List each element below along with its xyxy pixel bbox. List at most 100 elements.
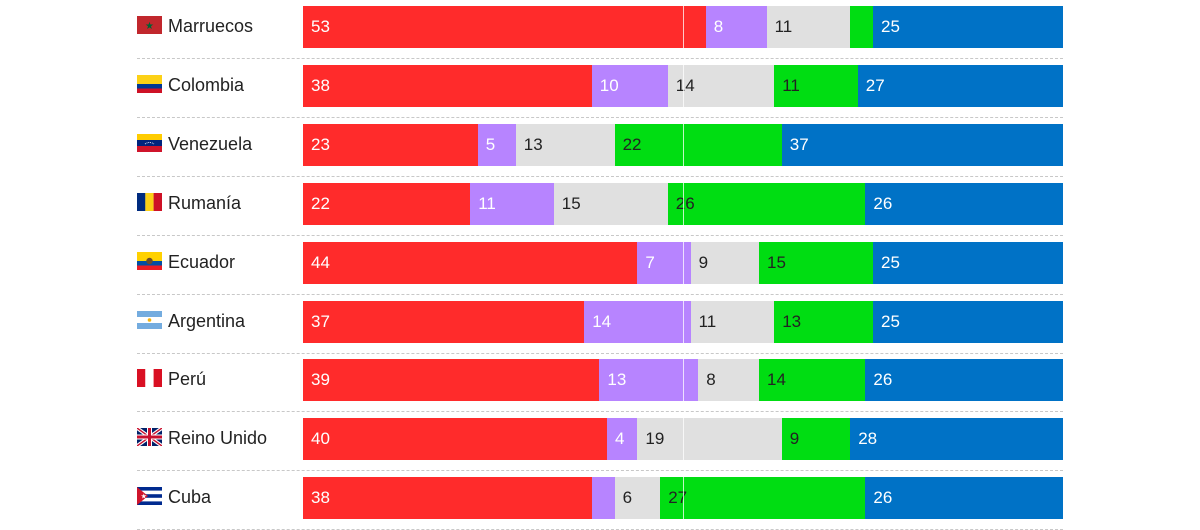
bar-segment: 27 <box>857 64 1063 107</box>
bar-segment <box>591 477 615 520</box>
data-label: 13 <box>523 134 543 154</box>
category-label: Cuba <box>168 487 212 508</box>
bar-segment: 5 <box>477 123 516 166</box>
data-label: 25 <box>881 311 900 331</box>
row-separator <box>137 293 1063 295</box>
bar-segment: 26 <box>865 182 1063 225</box>
data-label: 14 <box>675 75 695 95</box>
category-label: Venezuela <box>168 133 253 154</box>
bar-segment: 19 <box>637 418 782 461</box>
bar-segment: 25 <box>873 6 1063 48</box>
data-label: 40 <box>311 429 330 449</box>
row-separator <box>137 234 1063 236</box>
data-label: 10 <box>599 75 619 95</box>
data-label: 25 <box>881 17 900 36</box>
bar-segment: 14 <box>584 300 691 343</box>
stacked-bar: 38 10 14 11 27 <box>303 64 1063 107</box>
flag-colombia-icon <box>137 74 162 93</box>
data-label: 7 <box>645 252 655 272</box>
data-label: 22 <box>622 134 642 154</box>
data-label: 26 <box>873 488 893 508</box>
data-label: 38 <box>311 75 330 95</box>
bar-segment: 26 <box>667 182 866 225</box>
bar-segment: 13 <box>774 300 873 343</box>
row-separator <box>137 352 1063 354</box>
midpoint-line <box>683 123 684 166</box>
row-separator <box>137 175 1063 177</box>
midpoint-line <box>683 64 684 107</box>
bar-segment: 6 <box>614 477 661 520</box>
category-label: Marruecos <box>168 16 254 36</box>
category-label: Colombia <box>168 74 245 95</box>
bar-segment: 11 <box>774 64 858 107</box>
category-label: Perú <box>168 369 207 390</box>
data-label: 11 <box>698 311 717 331</box>
row-separator <box>137 58 1063 59</box>
category-label: Reino Unido <box>168 428 268 449</box>
bar-segment: 28 <box>850 418 1063 461</box>
data-label: 23 <box>311 134 330 154</box>
data-label: 19 <box>645 429 665 449</box>
data-label: 9 <box>789 429 800 449</box>
data-label: 5 <box>485 134 496 154</box>
midpoint-line <box>683 241 684 284</box>
bar-segment: 22 <box>614 123 782 166</box>
bar-row: Rumanía 22 11 15 26 26 <box>137 177 1063 236</box>
bar-segment: 26 <box>865 359 1063 402</box>
midpoint-line <box>683 6 684 48</box>
flag-morocco-icon: ★ <box>137 16 162 34</box>
data-label: 13 <box>607 370 627 390</box>
bar-segment: 25 <box>873 241 1063 284</box>
data-label: 37 <box>311 311 330 331</box>
stacked-bar: 40 4 19 9 28 <box>303 418 1063 461</box>
data-label: 15 <box>561 193 581 213</box>
svg-text:★: ★ <box>141 493 147 501</box>
stacked-bar: 44 7 9 15 25 <box>303 241 1063 284</box>
bar-segment: 13 <box>515 123 615 166</box>
midpoint-line <box>683 359 684 402</box>
bar-segment: 13 <box>599 359 699 402</box>
bar-segment: 11 <box>690 300 775 343</box>
data-label: 6 <box>622 488 633 508</box>
bar-segment: 14 <box>759 359 866 402</box>
bar-segment: 15 <box>759 241 873 284</box>
bar-segment: 11 <box>470 182 554 225</box>
bar-row: Ecuador 44 7 9 15 25 <box>137 236 1063 295</box>
data-label: 25 <box>881 252 900 272</box>
data-label: 8 <box>706 370 716 390</box>
data-label: 15 <box>767 252 786 272</box>
stacked-bar: 23 5 13 22 37 <box>303 123 1063 166</box>
bar-segment: 37 <box>303 300 585 343</box>
flag-argentina-icon <box>137 310 162 329</box>
bar-segment: 27 <box>660 477 866 520</box>
midpoint-line <box>683 477 684 520</box>
bar-row: Colombia 38 10 14 11 27 <box>137 59 1063 118</box>
bar-segment: 4 <box>607 418 638 461</box>
bar-row: Venezuela 23 5 13 22 37 <box>137 118 1063 177</box>
data-label: 26 <box>873 193 893 213</box>
bar-segment: 37 <box>781 123 1063 166</box>
data-label: 37 <box>789 134 809 154</box>
bar-segment: 40 <box>303 418 607 461</box>
bar-segment: 44 <box>303 241 638 284</box>
data-label: 14 <box>592 311 612 331</box>
flag-cuba-icon: ★ <box>137 487 162 506</box>
data-label: 22 <box>311 193 330 213</box>
bar-segment: 53 <box>303 6 706 48</box>
bar-segment: 39 <box>303 359 600 402</box>
midpoint-line <box>683 182 684 225</box>
data-label: 27 <box>865 75 885 95</box>
row-separator <box>137 411 1063 413</box>
data-label: 27 <box>668 488 688 508</box>
data-label: 53 <box>311 17 330 36</box>
stacked-bar: 39 13 8 14 26 <box>303 359 1063 402</box>
stacked-bar: 53 8 11 25 <box>303 6 1063 48</box>
data-label: 9 <box>698 252 709 272</box>
bar-segment: 10 <box>591 64 668 107</box>
data-label: 28 <box>858 429 878 449</box>
row-separator <box>137 470 1063 472</box>
bar-segment: 9 <box>781 418 851 461</box>
bar-segment: 9 <box>690 241 759 284</box>
data-label: 11 <box>782 75 800 95</box>
